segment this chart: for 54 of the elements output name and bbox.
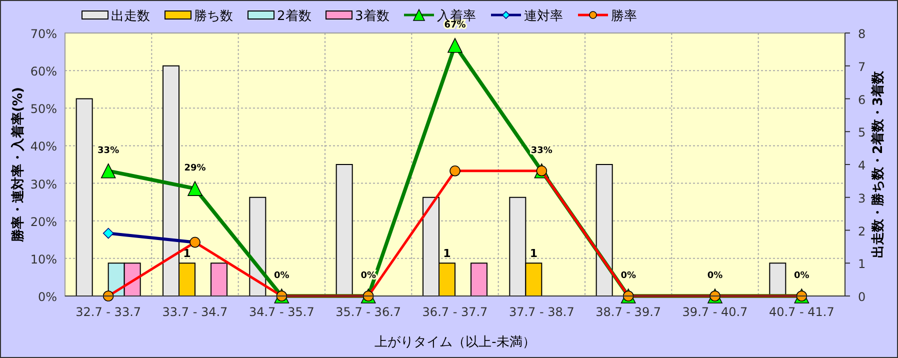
x-tick-label: 40.7 - 41.7 [768,305,834,319]
bar [769,262,786,296]
x-tick-label: 36.7 - 37.7 [422,305,488,319]
data-label: 29% [184,164,206,174]
legend-label: 勝率 [611,8,637,24]
y2-tick-label: 8 [858,27,866,41]
y2-tick-label: 7 [858,60,866,74]
x-tick-label: 39.7 - 40.7 [682,305,748,319]
bar [596,164,613,296]
y2-tick-label: 2 [858,224,866,238]
y2-tick-label: 0 [858,290,866,304]
y-tick-label: 50% [30,102,57,116]
bar [470,262,488,296]
legend-label: 2着数 [277,8,312,24]
data-label: 0% [274,271,290,281]
x-tick-label: 38.7 - 39.7 [596,305,662,319]
data-label: 1 [183,247,191,260]
y-tick-label: 40% [30,140,57,154]
legend-label: 連対率 [524,8,563,24]
legend-label: 出走数 [111,9,150,24]
bar [210,262,228,296]
y-tick-label: 0% [38,290,57,304]
bar [76,98,93,296]
data-label: 0% [620,271,636,281]
y2-tick-label: 3 [858,191,866,206]
data-label: 67% [444,20,466,30]
point [102,228,114,239]
y2-tick-label: 5 [858,126,866,140]
y2-tick-label: 6 [858,92,866,107]
y-tick-label: 10% [30,252,57,266]
bar [249,196,266,296]
y-tick-label: 30% [30,177,57,192]
y-tick-label: 60% [30,64,57,79]
x-tick-label: 34.7 - 35.7 [248,305,314,319]
x-tick-label: 37.7 - 38.7 [508,305,574,319]
y2-tick-label: 4 [858,158,866,172]
x-axis-title: 上がりタイム（以上-未満） [374,335,536,350]
data-label: 1 [530,247,538,260]
bar [336,164,353,296]
y2-axis-title: 出走数・勝ち数・2着数・3着数 [870,70,886,258]
y-tick-label: 70% [30,27,57,41]
x-tick-label: 32.7 - 33.7 [76,305,142,319]
data-label: 0% [794,271,810,281]
legend-label: 勝ち数 [194,9,233,24]
x-tick-label: 33.7 - 34.7 [162,305,228,319]
y-axis-title: 勝率・連対率・入着率(%) [10,87,26,243]
data-label: 33% [98,146,120,156]
x-tick-label: 35.7 - 36.7 [336,305,402,319]
data-label: 1 [443,247,451,260]
data-label: 0% [707,271,723,281]
y-tick-label: 20% [30,214,57,229]
data-label: 33% [530,146,552,156]
y2-tick-label: 1 [858,257,866,272]
legend-label: 3着数 [355,8,390,24]
